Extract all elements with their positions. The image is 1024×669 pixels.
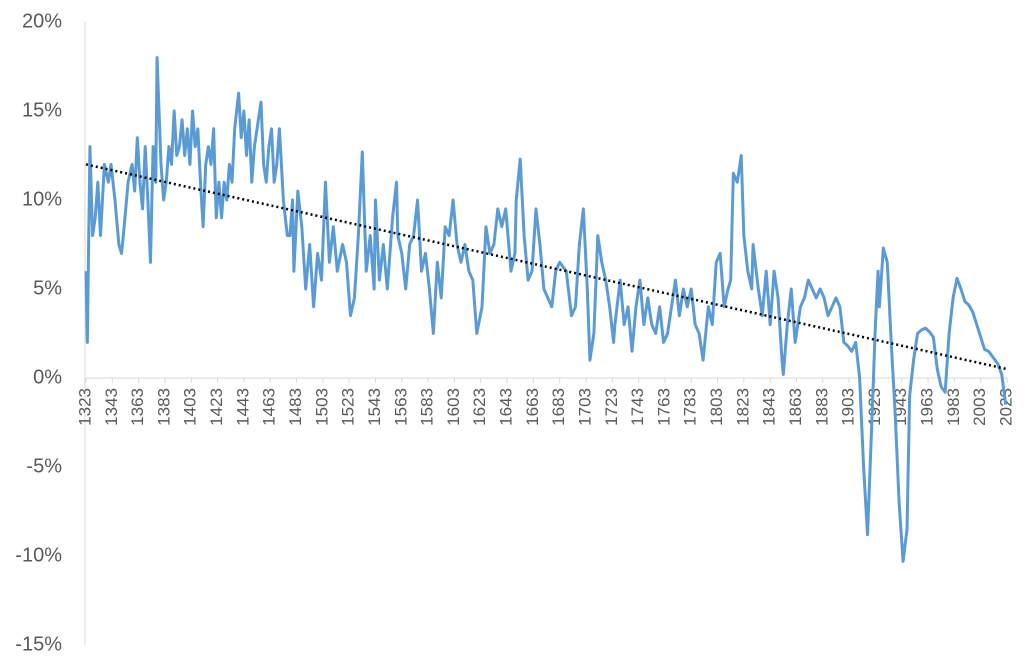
x-tick-label: 1423 xyxy=(207,388,226,426)
x-tick-label: 1503 xyxy=(312,388,331,426)
x-tick-label: 1663 xyxy=(523,388,542,426)
x-tick-label: 1323 xyxy=(75,388,94,426)
y-tick-label: 10% xyxy=(22,188,62,210)
x-tick-label: 1463 xyxy=(260,388,279,426)
x-tick-label: 1683 xyxy=(549,388,568,426)
x-tick-label: 1363 xyxy=(128,388,147,426)
x-tick-label: 1543 xyxy=(365,388,384,426)
x-tick-label: 1983 xyxy=(944,388,963,426)
x-tick-label: 1923 xyxy=(865,388,884,426)
y-tick-label: 0% xyxy=(33,366,62,388)
x-tick-label: 1803 xyxy=(707,388,726,426)
x-tick-label: 1863 xyxy=(786,388,805,426)
x-tick-label: 1883 xyxy=(812,388,831,426)
x-tick-label: 1963 xyxy=(918,388,937,426)
y-tick-label: 15% xyxy=(22,99,62,121)
x-tick-label: 1443 xyxy=(233,388,252,426)
x-tick-label: 1823 xyxy=(733,388,752,426)
x-tick-label: 1483 xyxy=(286,388,305,426)
x-tick-label: 1623 xyxy=(470,388,489,426)
x-tick-label: 1783 xyxy=(681,388,700,426)
x-tick-label: 1343 xyxy=(102,388,121,426)
y-tick-label: 20% xyxy=(22,10,62,32)
y-tick-label: -10% xyxy=(15,544,62,566)
x-tick-label: 1583 xyxy=(418,388,437,426)
x-tick-label: 1703 xyxy=(575,388,594,426)
x-tick-label: 1603 xyxy=(444,388,463,426)
x-tick-label: 2003 xyxy=(970,388,989,426)
x-tick-label: 1843 xyxy=(760,388,779,426)
x-tick-label: 1743 xyxy=(628,388,647,426)
y-tick-label: -5% xyxy=(26,455,62,477)
x-tick-label: 2023 xyxy=(996,388,1015,426)
y-tick-label: -15% xyxy=(15,633,62,655)
x-tick-label: 1643 xyxy=(497,388,516,426)
data-line xyxy=(84,56,1008,563)
y-tick-label: 5% xyxy=(33,277,62,299)
x-tick-label: 1523 xyxy=(339,388,358,426)
x-tick-label: 1763 xyxy=(654,388,673,426)
x-tick-label: 1563 xyxy=(391,388,410,426)
x-tick-label: 1383 xyxy=(154,388,173,426)
x-tick-label: 1723 xyxy=(602,388,621,426)
x-tick-label: 1903 xyxy=(839,388,858,426)
trend-line xyxy=(85,163,1008,371)
x-tick-label: 1403 xyxy=(181,388,200,426)
